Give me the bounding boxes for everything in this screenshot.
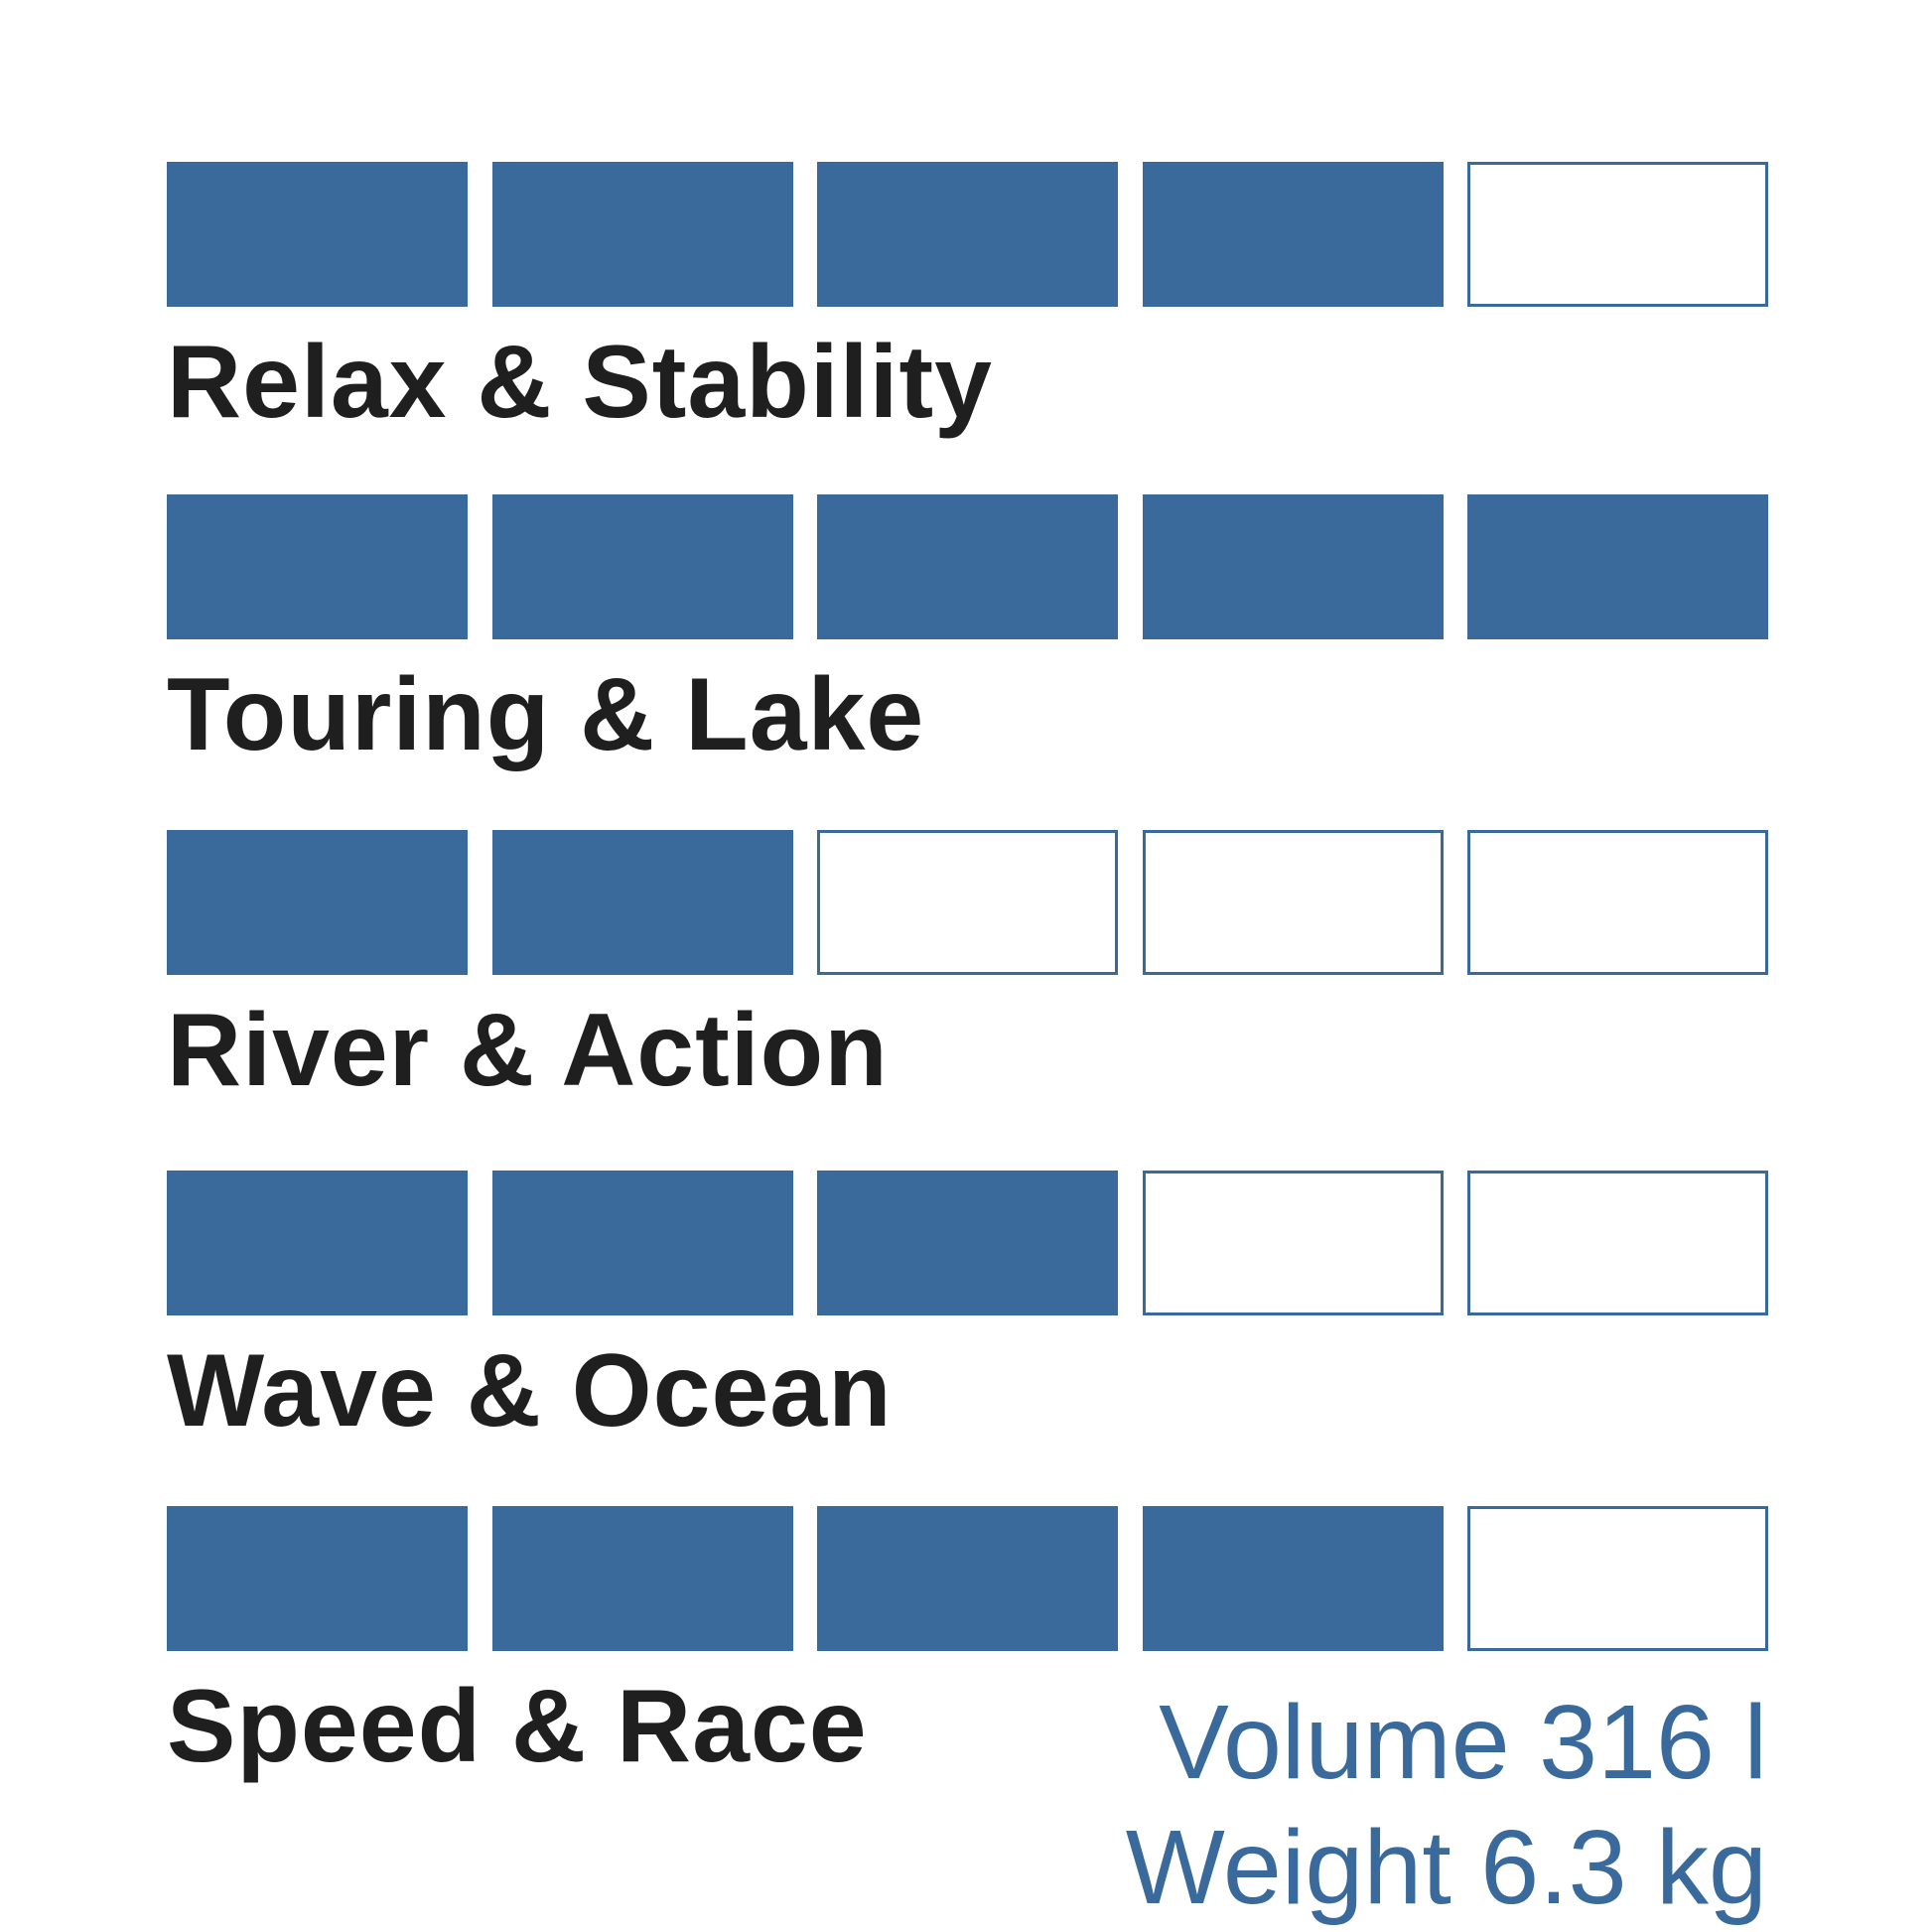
- category-label: Speed & Race: [167, 1669, 868, 1784]
- rating-box-filled: [817, 1506, 1118, 1651]
- rating-box-filled: [492, 1506, 793, 1651]
- weight-text: Weight 6.3 kg: [1125, 1809, 1767, 1926]
- rating-box-empty: [1143, 830, 1444, 975]
- category-label: Relax & Stability: [167, 325, 993, 440]
- rating-box-filled: [1143, 162, 1444, 307]
- rating-box-empty: [1467, 1506, 1768, 1651]
- rating-box-filled: [492, 162, 793, 307]
- rating-box-filled: [492, 1171, 793, 1315]
- rating-box-empty: [1143, 1171, 1444, 1315]
- rating-box-empty: [1467, 162, 1768, 307]
- rating-box-empty: [1467, 1171, 1768, 1315]
- rating-box-filled: [1143, 494, 1444, 639]
- category-label: River & Action: [167, 993, 889, 1108]
- rating-box-empty: [817, 830, 1118, 975]
- category-label: Touring & Lake: [167, 657, 925, 772]
- rating-box-filled: [492, 830, 793, 975]
- rating-box-filled: [167, 1171, 468, 1315]
- rating-box-filled: [817, 494, 1118, 639]
- rating-box-filled: [492, 494, 793, 639]
- rating-box-filled: [817, 1171, 1118, 1315]
- rating-box-filled: [167, 830, 468, 975]
- rating-box-empty: [1467, 830, 1768, 975]
- rating-box-filled: [1143, 1506, 1444, 1651]
- rating-box-filled: [167, 494, 468, 639]
- rating-box-filled: [167, 1506, 468, 1651]
- rating-box-filled: [167, 162, 468, 307]
- rating-box-filled: [817, 162, 1118, 307]
- rating-box-filled: [1467, 494, 1768, 639]
- category-label: Wave & Ocean: [167, 1333, 893, 1449]
- volume-text: Volume 316 l: [1159, 1684, 1767, 1801]
